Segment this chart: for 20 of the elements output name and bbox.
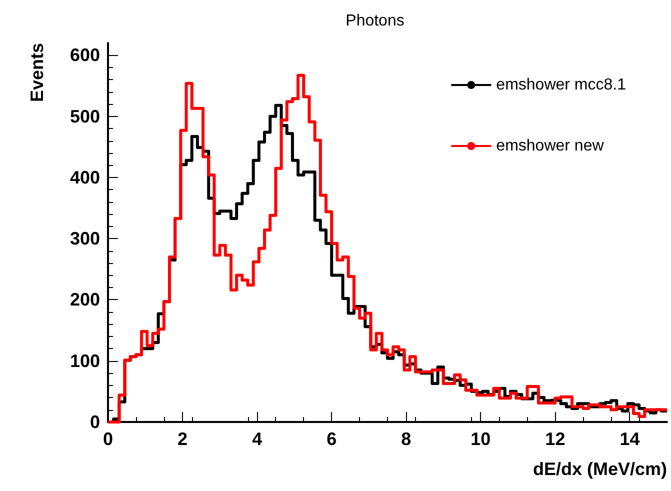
x-tick-label: 4 — [252, 429, 262, 449]
legend-label: emshower mcc8.1 — [496, 76, 626, 94]
y-axis-title: Events — [27, 43, 47, 102]
x-tick-label: 2 — [178, 429, 188, 449]
x-tick-label: 0 — [102, 429, 114, 449]
chart-title: Photons — [346, 12, 404, 30]
x-tick-label: 8 — [401, 429, 412, 449]
x-tick-label: 10 — [470, 429, 491, 449]
x-tick-label: 6 — [326, 429, 337, 449]
y-tick-label: 600 — [70, 45, 100, 66]
y-tick-label: 0 — [90, 412, 100, 432]
y-tick-label: 300 — [70, 228, 100, 249]
y-tick-label: 400 — [70, 167, 100, 188]
y-tick-label: 500 — [70, 106, 100, 126]
legend-label: emshower new — [496, 138, 604, 154]
y-tick-label: 100 — [70, 350, 100, 371]
x-tick-label: 14 — [620, 429, 640, 449]
x-tick-label: 12 — [545, 429, 566, 449]
x-axis-title: dE/dx (MeV/cm) — [532, 459, 667, 479]
y-tick-label: 200 — [70, 290, 100, 310]
